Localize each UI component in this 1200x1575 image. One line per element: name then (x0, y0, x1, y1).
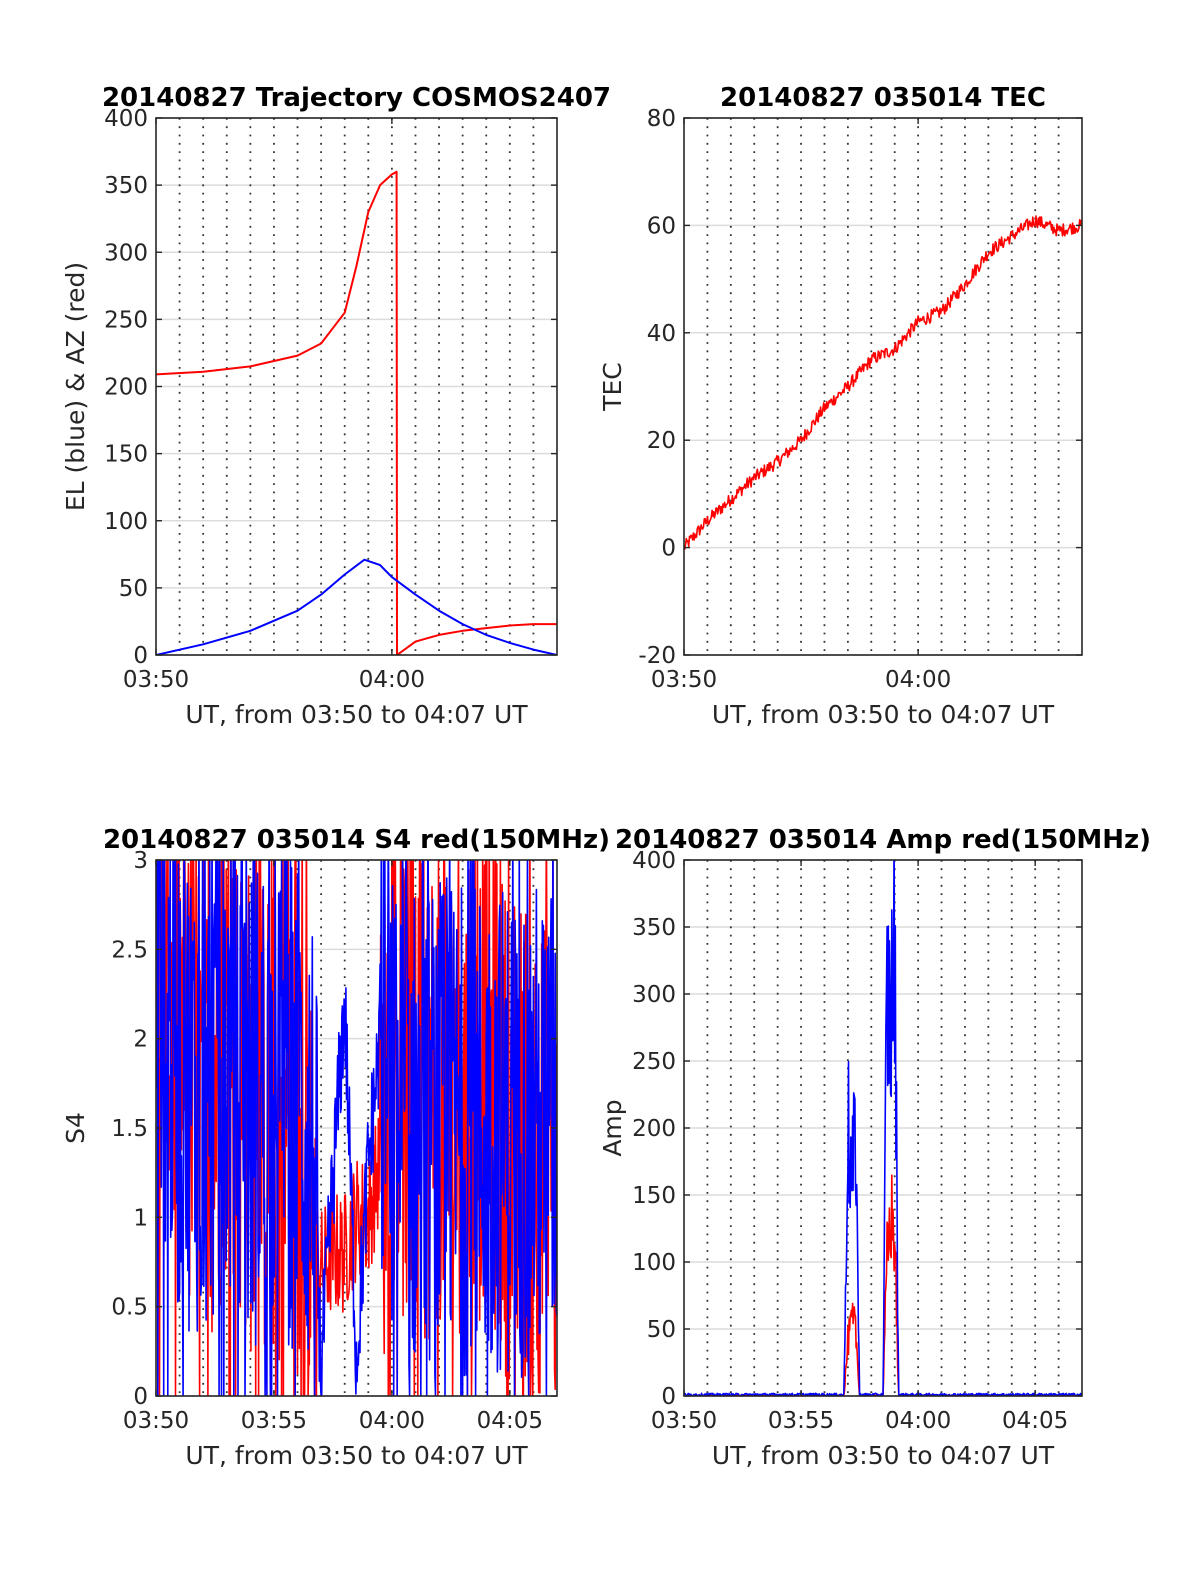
chart-title: 20140827 035014 TEC (720, 83, 1046, 113)
series-group (156, 170, 557, 655)
chart-title: 20140827 Trajectory COSMOS2407 (102, 83, 611, 113)
y-tick-label: 250 (104, 307, 148, 333)
series-line-1 (156, 170, 557, 655)
y-tick-label: 80 (647, 106, 676, 132)
y-tick-label: 2 (133, 1027, 148, 1053)
series-line-2 (684, 860, 1082, 1396)
y-tick-label: 2.5 (111, 937, 148, 963)
y-tick-label: 400 (104, 106, 148, 132)
x-tick-label: 03:50 (651, 667, 717, 693)
x-tick-label: 04:05 (477, 1408, 543, 1434)
series-group (684, 215, 1082, 550)
y-tick-label: 0 (133, 1384, 148, 1410)
y-tick-label: 3 (133, 848, 148, 874)
x-axis-label: UT, from 03:50 to 04:07 UT (712, 700, 1055, 729)
x-tick-label: 04:00 (359, 667, 425, 693)
y-tick-label: 200 (632, 1116, 676, 1142)
y-tick-label: 400 (632, 848, 676, 874)
y-axis-label: TEC (598, 362, 627, 412)
x-tick-label: 03:50 (123, 667, 189, 693)
axes-frame (683, 117, 1083, 656)
y-axis-label: Amp (598, 1099, 627, 1156)
y-tick-label: 20 (647, 428, 676, 454)
y-tick-label: 0.5 (111, 1295, 148, 1321)
chart-panel-2: -20 0 20 40 60 80 03:50 04:00 20140827 035014 TE… (598, 83, 1083, 729)
x-tick-label: 03:50 (651, 1408, 717, 1434)
plot-area (684, 118, 1082, 655)
y-tick-label: 0 (133, 643, 148, 669)
y-tick-label: 60 (647, 213, 676, 239)
y-axis-label: S4 (61, 1112, 90, 1144)
chart-panel-3: 0 0.5 1 1.5 2 2.5 3 03:50 03:55 04:00 04:05 2014082… (61, 825, 610, 1470)
x-tick-label: 04:00 (359, 1408, 425, 1434)
x-axis-label: UT, from 03:50 to 04:07 UT (185, 700, 528, 729)
y-tick-label: 40 (647, 321, 676, 347)
x-tick-label: 03:55 (768, 1408, 834, 1434)
chart-title: 20140827 035014 Amp red(150MHz) (615, 825, 1151, 855)
series-group (156, 860, 557, 1396)
y-tick-label: 200 (104, 375, 148, 401)
x-tick-label: 04:00 (885, 1408, 951, 1434)
y-tick-label: 50 (119, 576, 148, 602)
series-line-2 (156, 558, 557, 655)
x-axis-label: UT, from 03:50 to 04:07 UT (185, 1441, 528, 1470)
series-line-2 (156, 860, 557, 1396)
y-tick-label: 50 (647, 1317, 676, 1343)
y-tick-label: -20 (638, 643, 676, 669)
y-tick-label: 150 (104, 442, 148, 468)
y-tick-label: 1 (133, 1205, 148, 1231)
y-tick-label: 0 (661, 1384, 676, 1410)
y-axis-label: EL (blue) & AZ (red) (61, 262, 90, 511)
y-tick-label: 350 (632, 915, 676, 941)
x-tick-label: 04:05 (1002, 1408, 1068, 1434)
y-tick-label: 250 (632, 1049, 676, 1075)
y-tick-label: 350 (104, 173, 148, 199)
x-tick-label: 03:50 (123, 1408, 189, 1434)
y-tick-label: 150 (632, 1183, 676, 1209)
x-tick-label: 04:00 (885, 667, 951, 693)
y-tick-label: 0 (661, 536, 676, 562)
chart-panel-1: 0 50 100 150 200 250 300 350 400 03:50 04:00 201408… (61, 83, 611, 729)
y-tick-label: 100 (104, 509, 148, 535)
x-axis-label: UT, from 03:50 to 04:07 UT (712, 1441, 1055, 1470)
y-tick-label: 1.5 (111, 1116, 148, 1142)
y-tick-label: 100 (632, 1250, 676, 1276)
chart-title: 20140827 035014 S4 red(150MHz) (103, 825, 610, 855)
x-tick-label: 03:55 (241, 1408, 307, 1434)
y-tick-label: 300 (104, 240, 148, 266)
chart-panel-4: 0 50 100 150 200 250 300 350 400 03:50 03:55 04:00 0… (598, 825, 1151, 1470)
y-tick-label: 300 (632, 982, 676, 1008)
series-line-1 (684, 215, 1082, 550)
